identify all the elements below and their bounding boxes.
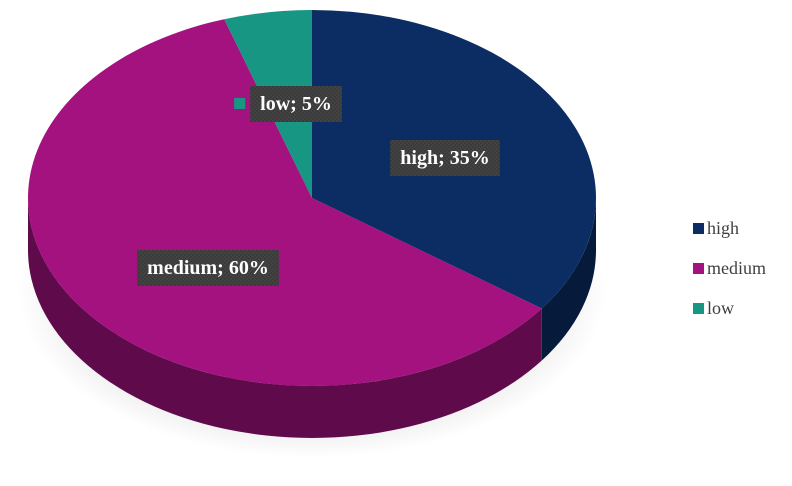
legend-swatch-high bbox=[693, 222, 704, 234]
pie-sides bbox=[28, 198, 596, 438]
data-labels: high; 35% medium; 60% low; 5% bbox=[137, 86, 500, 286]
pie-side-medium bbox=[28, 198, 542, 438]
data-label-box-high bbox=[390, 140, 500, 176]
legend-label-low: low bbox=[707, 297, 734, 318]
data-label-medium: medium; 60% bbox=[137, 250, 279, 286]
data-label-key-low bbox=[234, 98, 246, 109]
legend-swatch-low bbox=[693, 302, 704, 314]
legend-label-high: high bbox=[707, 217, 740, 238]
pie-side-high bbox=[541, 198, 596, 361]
data-label-box-medium bbox=[137, 250, 279, 286]
legend-item-low: low bbox=[693, 288, 766, 328]
data-label-text-high: high; 35% bbox=[400, 147, 489, 169]
legend-item-high: high bbox=[693, 208, 766, 248]
data-label-high: high; 35% bbox=[390, 140, 500, 176]
legend-label-medium: medium bbox=[707, 257, 766, 278]
pie-tops bbox=[27, 10, 596, 386]
legend-item-medium: medium bbox=[693, 248, 766, 288]
data-label-box-low bbox=[250, 86, 342, 122]
data-label-low: low; 5% bbox=[234, 86, 342, 122]
data-label-text-low: low; 5% bbox=[260, 93, 332, 115]
legend-swatch-medium bbox=[693, 262, 704, 274]
legend: high medium low bbox=[693, 208, 766, 328]
data-label-text-medium: medium; 60% bbox=[147, 257, 269, 279]
pie-slice-medium bbox=[27, 19, 542, 386]
